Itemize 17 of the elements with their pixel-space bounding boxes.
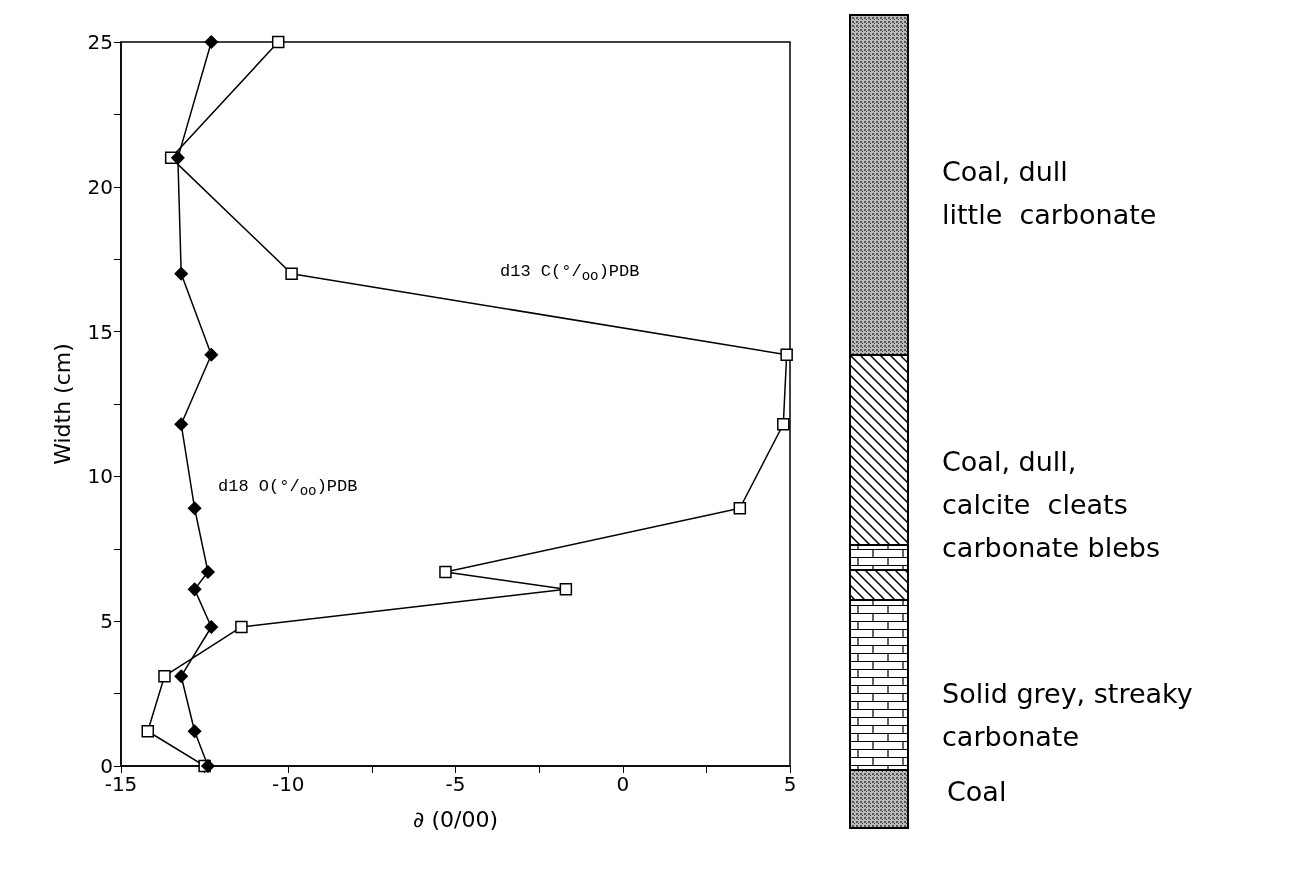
x-tick-label: 0: [616, 772, 630, 796]
text: Coal: [947, 775, 1007, 809]
y-tick-label: 25: [87, 30, 113, 54]
y-tick-label: 15: [87, 319, 113, 344]
y-tick-label: 10: [87, 464, 113, 489]
x-tick-label: -10: [271, 772, 305, 796]
text: Coal, dull, calcite cleats carbonate blebs: [942, 445, 1161, 565]
series-label: d13 C(°/$_{oo}$)PDB: [500, 262, 640, 285]
text: Solid grey, streaky carbonate: [942, 677, 1193, 754]
y-tick-label: 20: [87, 174, 113, 199]
x-tick-label: -5: [445, 772, 466, 796]
text: Coal, dull little carbonate: [942, 155, 1157, 232]
series-label: d18 O(°/$_{oo}$)PDB: [218, 477, 358, 500]
x-axis-title: ∂ (0/00): [413, 806, 498, 832]
y-tick-label: 5: [100, 609, 113, 634]
y-axis-title: Width (cm): [49, 343, 75, 465]
x-tick-label: 5: [783, 772, 797, 796]
